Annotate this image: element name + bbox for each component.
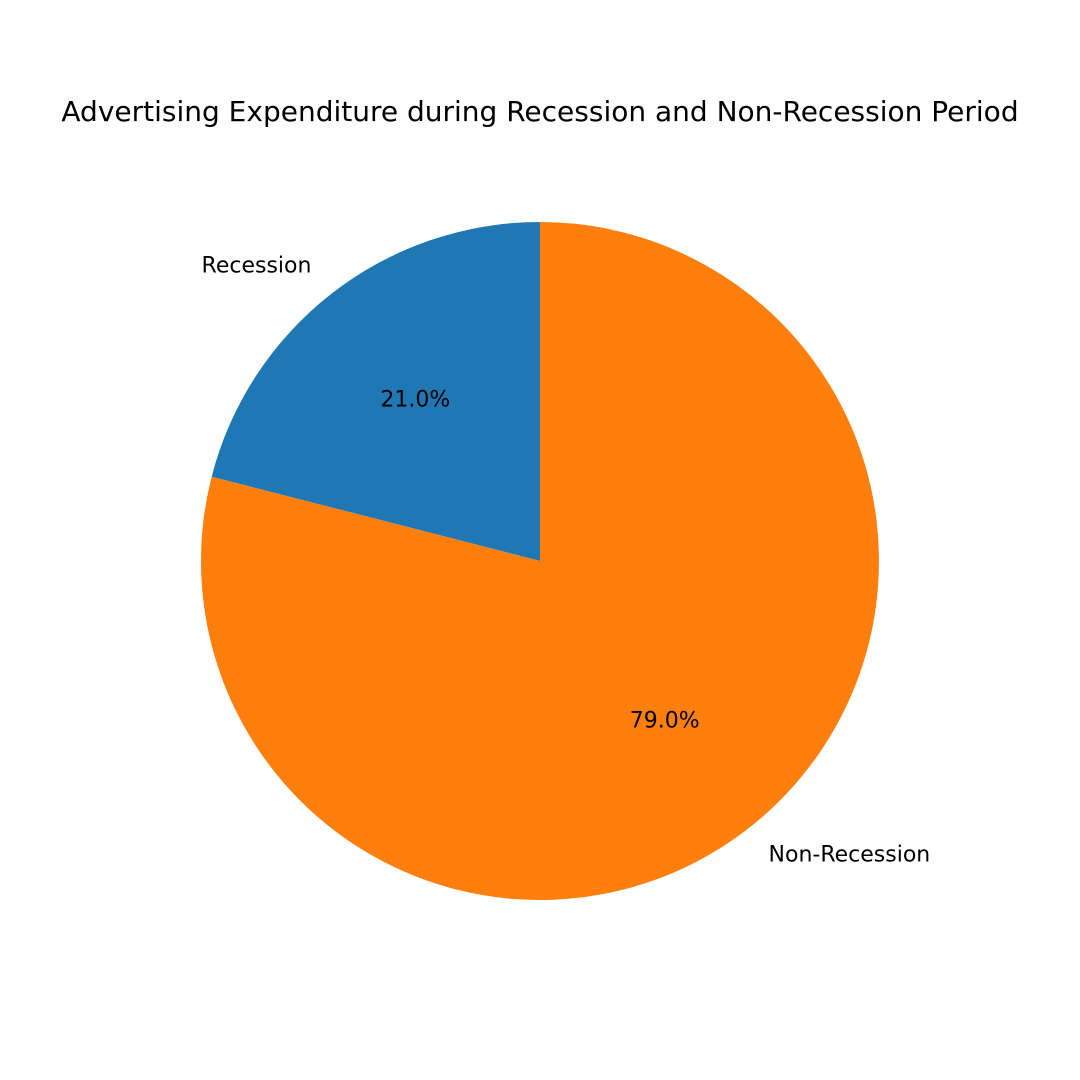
- pie-slice: [211, 222, 540, 561]
- value-label: 79.0%: [630, 709, 700, 734]
- pie-slice: [201, 221, 879, 900]
- chart-title: Advertising Expenditure during Recession…: [61, 95, 1018, 128]
- value-label: 21.0%: [380, 387, 450, 412]
- slice-label: Recession: [202, 253, 312, 278]
- slice-label: Non-Recession: [769, 843, 931, 868]
